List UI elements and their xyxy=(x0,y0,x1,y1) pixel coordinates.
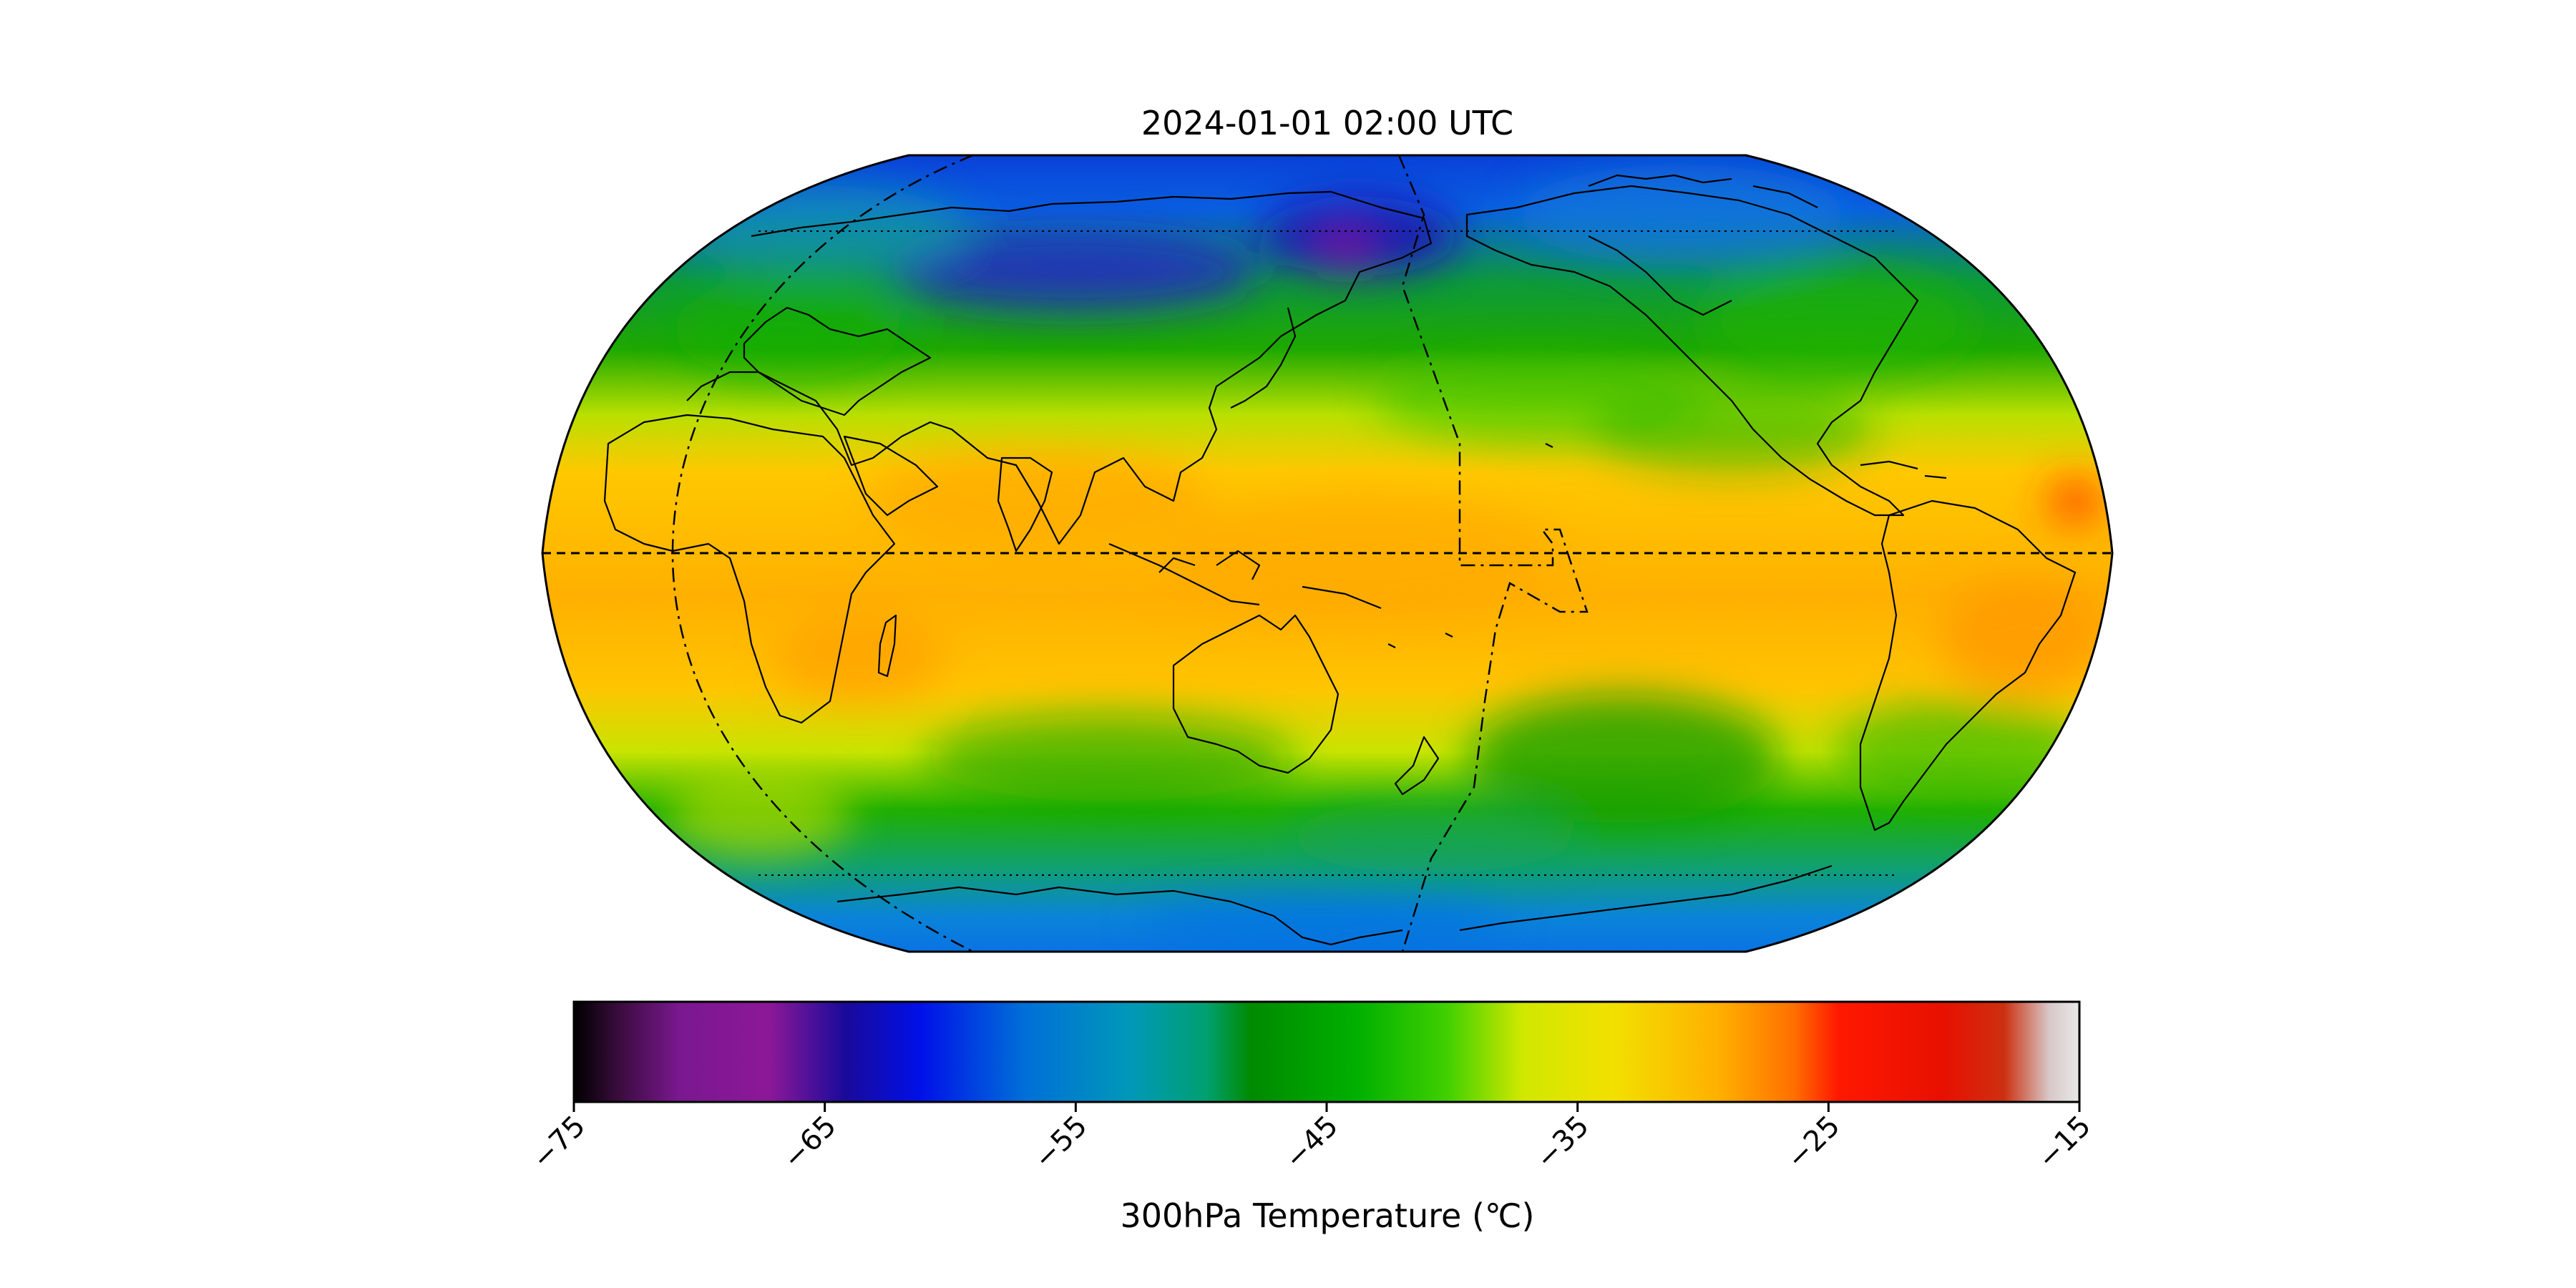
coastline-arabia xyxy=(843,435,939,517)
date-line xyxy=(1397,155,1589,952)
coastline-india xyxy=(997,457,1053,552)
colorbar-label: 300hPa Temperature (℃) xyxy=(1121,1196,1535,1235)
coastline-greenland xyxy=(1588,235,1732,316)
coastline-australia xyxy=(1172,614,1340,774)
coastline-africa xyxy=(603,414,896,724)
colorbar-tick-label: −45 xyxy=(1279,1110,1345,1176)
coastline-europe xyxy=(743,306,932,416)
coastline-eurasia xyxy=(686,190,1433,545)
colorbar-gradient xyxy=(574,1002,2079,1102)
colorbar-ticks: −75 −65 −55 −45 −35 −25 −15 xyxy=(526,1102,2097,1176)
temperature-map xyxy=(541,154,2114,953)
colorbar: −75 −65 −55 −45 −35 −25 −15 300hPa Temperature… xyxy=(526,1000,2097,1235)
coastline-south-america xyxy=(1859,499,2077,831)
coastline-madagascar xyxy=(877,614,897,678)
coastline-new-zealand xyxy=(1394,736,1440,796)
map-outline xyxy=(541,154,2114,953)
colorbar-tick-label: −75 xyxy=(526,1110,592,1176)
coastline-arctic-islands xyxy=(1588,174,1818,208)
colorbar-tick-label: −35 xyxy=(1530,1110,1596,1176)
colorbar-tick-label: −65 xyxy=(777,1110,843,1176)
coastline-antarctica xyxy=(836,864,1833,946)
coastline-north-america xyxy=(1465,185,1919,517)
colorbar-tick-label: −55 xyxy=(1028,1110,1093,1176)
coastline-japan xyxy=(1230,307,1297,409)
coastlines xyxy=(603,174,2077,946)
coastline-indonesia xyxy=(1108,542,1382,610)
coastline-caribbean xyxy=(1860,460,1947,479)
reference-lines xyxy=(542,154,2112,953)
colorbar-tick-label: −15 xyxy=(2031,1110,2097,1176)
coastline-pacific-islands xyxy=(1387,443,1553,648)
colorbar-tick-label: −25 xyxy=(1780,1110,1846,1176)
prime-meridian-line xyxy=(671,154,974,953)
map-title: 2024-01-01 02:00 UTC xyxy=(1141,104,1513,142)
